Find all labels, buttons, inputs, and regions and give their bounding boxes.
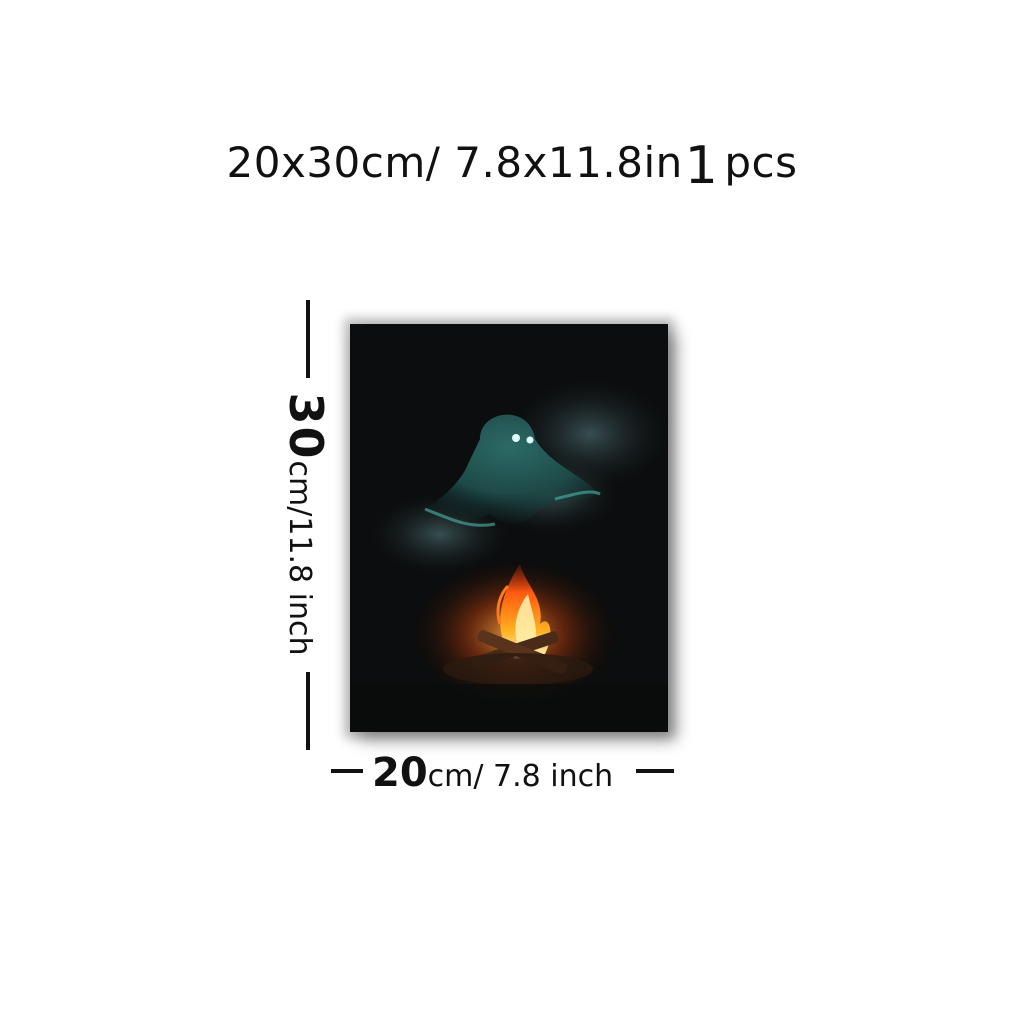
width-dimension-line-left xyxy=(331,769,363,773)
height-unit: cm/11.8 inch xyxy=(282,460,317,656)
height-value: 30 xyxy=(279,392,333,461)
campfire-logs xyxy=(443,630,593,685)
quantity-number: 1 xyxy=(684,136,719,196)
height-dimension-line-top xyxy=(306,300,310,378)
ghost-figure xyxy=(420,414,601,527)
height-dimension-line-bottom xyxy=(306,672,310,750)
width-dimension-label: 20cm/ 7.8 inch xyxy=(372,748,613,802)
ghost-campfire-artwork xyxy=(350,324,668,732)
width-value: 20 xyxy=(372,750,428,796)
size-text: 20x30cm/ 7.8x11.8in xyxy=(226,138,683,187)
height-dimension-label: 30cm/11.8 inch xyxy=(279,392,333,655)
product-size-heading: 20x30cm/ 7.8x11.8in1 pcs xyxy=(0,128,1024,198)
quantity-unit: pcs xyxy=(724,138,798,187)
width-dimension-line-right xyxy=(636,769,674,773)
canvas-painting xyxy=(350,324,668,732)
width-unit: cm/ 7.8 inch xyxy=(427,759,614,794)
